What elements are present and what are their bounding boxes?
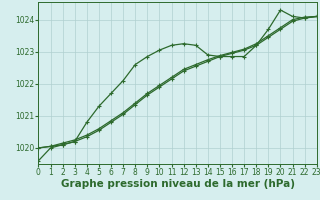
X-axis label: Graphe pression niveau de la mer (hPa): Graphe pression niveau de la mer (hPa) <box>60 179 295 189</box>
